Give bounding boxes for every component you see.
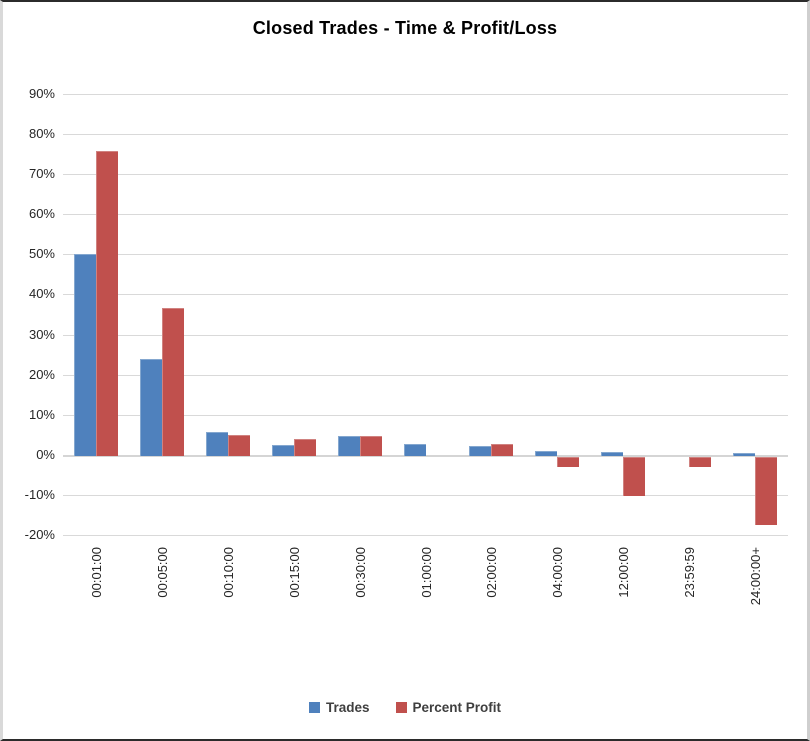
gridline: [63, 495, 788, 496]
bar-trades: [74, 254, 96, 456]
bar-percent-profit: [623, 457, 645, 496]
legend-item-trades: Trades: [308, 700, 370, 715]
y-axis-label: 90%: [28, 86, 55, 101]
legend-label-percent-profit: Percent Profit: [412, 700, 502, 715]
gridline: [63, 214, 788, 215]
bar-trades: [404, 444, 426, 456]
bar-percent-profit: [294, 439, 316, 456]
gridline: [63, 254, 788, 255]
bar-percent-profit: [689, 457, 711, 467]
percent-profit-swatch: [395, 702, 407, 713]
y-axis-label: 10%: [28, 407, 55, 422]
x-axis-line: [63, 455, 788, 457]
gridline: [63, 294, 788, 295]
bar-percent-profit: [557, 457, 579, 467]
bar-percent-profit: [96, 151, 118, 456]
bar-trades: [601, 452, 623, 456]
bar-percent-profit: [162, 308, 184, 456]
gridline: [63, 335, 788, 336]
bar-percent-profit: [491, 444, 513, 456]
bar-trades: [338, 436, 360, 456]
bar-trades: [206, 432, 228, 456]
y-axis-label: 30%: [28, 327, 55, 342]
gridline: [63, 134, 788, 135]
gridline: [63, 174, 788, 175]
y-axis-label: 70%: [28, 166, 55, 181]
bar-percent-profit: [755, 457, 777, 525]
trades-swatch: [308, 702, 320, 713]
bar-percent-profit: [228, 435, 250, 456]
y-axis-label: 0%: [36, 447, 55, 462]
bar-trades: [469, 446, 491, 456]
legend-label-trades: Trades: [325, 700, 370, 715]
plot-area: [63, 94, 788, 536]
gridline: [63, 535, 788, 536]
y-axis-label: -10%: [24, 487, 55, 502]
legend-item-percent-profit: Percent Profit: [395, 700, 502, 715]
y-axis-label: 80%: [28, 126, 55, 141]
gridline: [63, 94, 788, 95]
y-axis-label: 20%: [28, 367, 55, 382]
bar-trades: [272, 445, 294, 456]
y-axis-label: 60%: [28, 206, 55, 221]
gridline: [63, 415, 788, 416]
bar-trades: [140, 359, 162, 456]
bar-trades: [733, 453, 755, 456]
bar-percent-profit: [360, 436, 382, 456]
chart-title: Closed Trades - Time & Profit/Loss: [252, 18, 558, 38]
y-axis-label: 50%: [28, 246, 55, 261]
y-axis-label: 40%: [28, 286, 55, 301]
gridline: [63, 375, 788, 376]
y-axis-label: -20%: [24, 527, 55, 542]
bar-trades: [535, 451, 557, 456]
chart-legend: Trades Percent Profit: [3, 700, 807, 715]
